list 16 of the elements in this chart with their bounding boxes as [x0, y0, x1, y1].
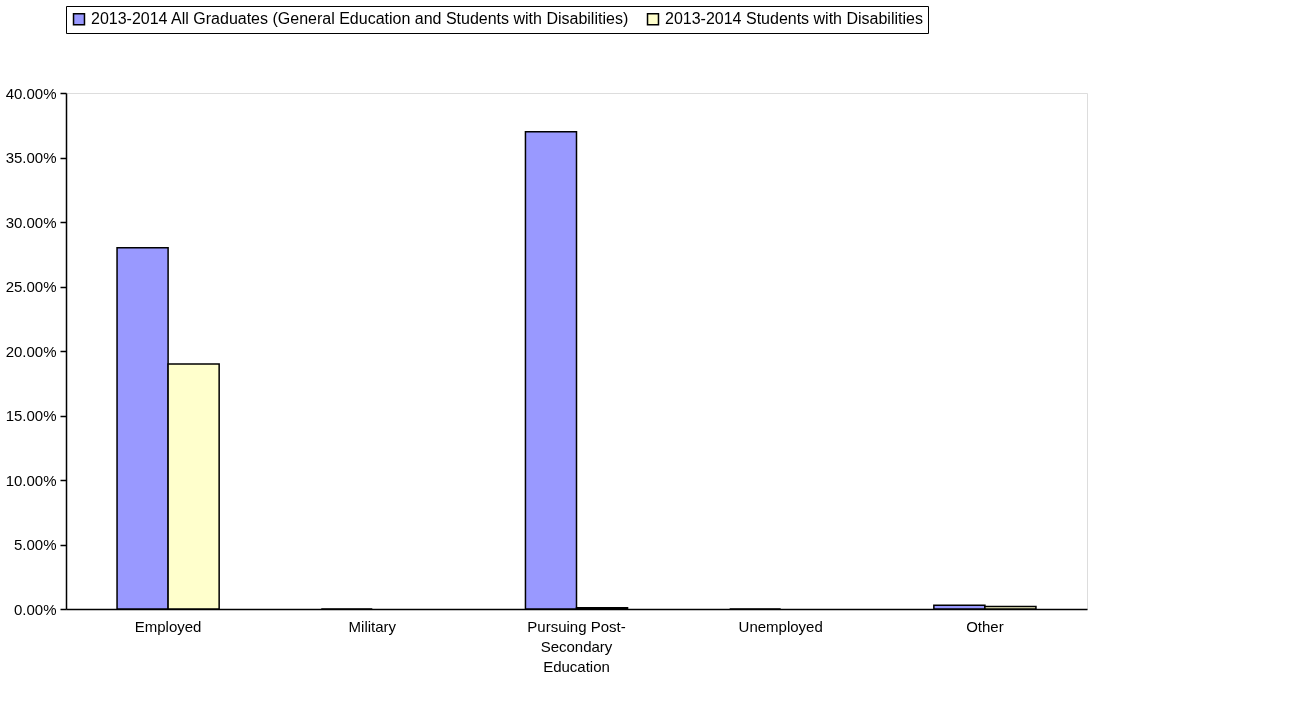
y-tick-label: 30.00%: [5, 213, 57, 231]
x-tick-label: Pursuing Post-Secondary Education: [527, 617, 626, 675]
x-tick-label: Military: [348, 617, 397, 635]
y-tick-label: 15.00%: [5, 407, 57, 424]
y-tick-label: 20.00%: [5, 342, 57, 360]
y-tick-label: 25.00%: [5, 278, 57, 295]
legend-label: 2013-2014 Students with Disabilities: [665, 10, 923, 28]
y-tick-label: 40.00%: [5, 84, 57, 102]
x-tick-label: Other: [966, 617, 1004, 635]
x-tick-label: Unemployed: [738, 617, 823, 635]
x-tick-label: Employed: [134, 617, 202, 635]
y-tick-label: 35.00%: [5, 149, 57, 166]
y-tick-label: 10.00%: [5, 471, 57, 489]
y-tick-label: 5.00%: [13, 536, 57, 553]
legend-label: 2013-2014 All Graduates (General Education and Students with Disabilities): [91, 10, 629, 28]
y-tick-label: 0.00%: [13, 600, 57, 618]
